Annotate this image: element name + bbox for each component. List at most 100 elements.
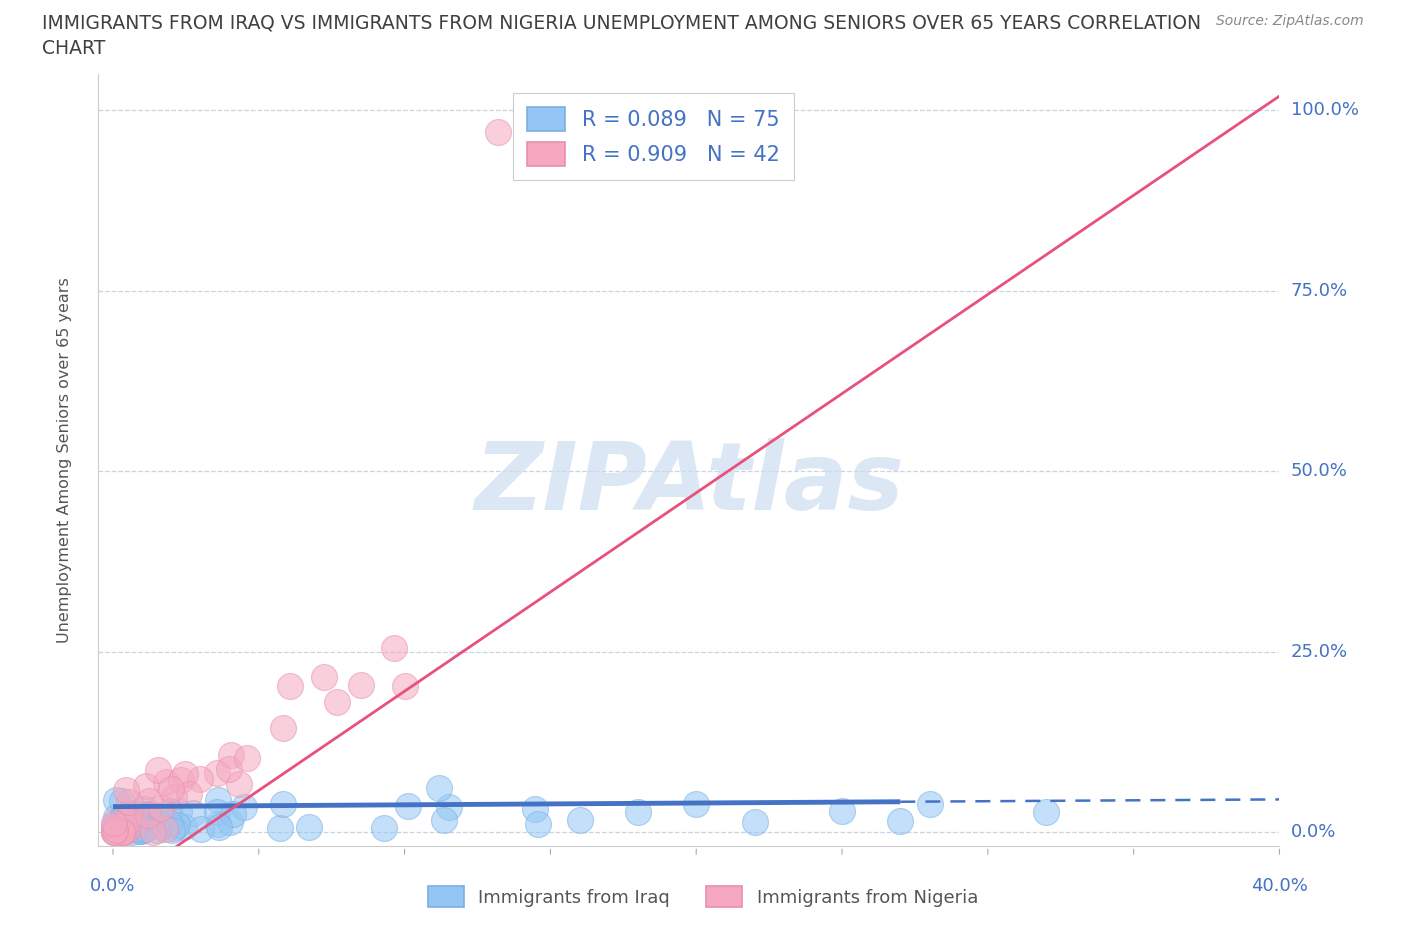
Point [125,814,148,829]
Point [236,751,259,765]
Point [190,772,212,787]
Point [173,819,195,834]
Legend: R = 0.089   N = 75, R = 0.909   N = 42: R = 0.089 N = 75, R = 0.909 N = 42 [513,93,794,180]
Text: IMMIGRANTS FROM IRAQ VS IMMIGRANTS FROM NIGERIA UNEMPLOYMENT AMONG SENIORS OVER : IMMIGRANTS FROM IRAQ VS IMMIGRANTS FROM … [42,14,1201,33]
Point [136,806,159,821]
Point [135,778,157,793]
Point [118,815,141,830]
Point [108,824,131,839]
Point [103,816,125,830]
Point [152,819,174,834]
Point [394,679,416,694]
Point [222,806,245,821]
Point [103,824,125,839]
Y-axis label: Unemployment Among Seniors over 65 years: Unemployment Among Seniors over 65 years [58,277,72,644]
Point [122,819,145,834]
Point [831,804,853,818]
Point [111,824,134,839]
Point [115,805,138,820]
Point [233,799,256,814]
Point [114,824,136,839]
Point [278,679,301,694]
Point [128,823,150,838]
Text: Source: ZipAtlas.com: Source: ZipAtlas.com [1216,14,1364,28]
Point [117,818,139,833]
Point [134,802,156,817]
Point [155,821,177,836]
Point [163,820,186,835]
Point [131,823,153,838]
Point [160,822,183,837]
Text: 50.0%: 50.0% [1291,462,1347,480]
Point [139,810,162,825]
Text: 75.0%: 75.0% [1291,282,1348,299]
Point [523,802,546,817]
Point [114,812,136,827]
Point [918,796,941,811]
Point [122,817,145,831]
Point [122,817,145,832]
Point [314,670,336,684]
Point [205,804,228,819]
Point [103,817,125,832]
Point [125,821,148,836]
Point [131,822,153,837]
Point [219,815,242,830]
Point [433,812,456,827]
Text: 100.0%: 100.0% [1291,101,1358,119]
Point [1035,804,1057,819]
Point [128,809,150,824]
Point [685,797,707,812]
Point [177,787,200,802]
Point [382,641,405,656]
Text: 0.0%: 0.0% [90,877,136,895]
Point [174,767,197,782]
Point [127,813,149,828]
Point [207,793,229,808]
Point [105,810,128,825]
Point [627,804,650,819]
Point [112,811,135,826]
Point [146,763,169,777]
Point [437,799,460,814]
Point [103,824,125,839]
Point [146,822,169,837]
Text: CHART: CHART [42,39,105,58]
Point [163,790,186,804]
Point [157,804,180,818]
Point [527,817,550,831]
Point [117,814,139,829]
Point [160,782,183,797]
Point [134,821,156,836]
Point [155,775,177,790]
Point [142,824,165,839]
Point [104,822,127,837]
Point [112,824,135,839]
Point [104,819,127,834]
Point [115,783,138,798]
Point [132,822,155,837]
Point [429,780,451,795]
Point [181,805,204,820]
Text: 25.0%: 25.0% [1291,643,1348,660]
Point [568,813,591,828]
Point [117,794,139,809]
Point [167,804,190,818]
Point [125,815,148,830]
Point [228,777,250,791]
Point [127,817,149,832]
Point [269,821,291,836]
Point [122,820,145,835]
Point [136,807,159,822]
Point [112,808,135,823]
Point [396,798,419,813]
Point [218,762,240,777]
Text: ZIPAtlas: ZIPAtlas [474,437,904,529]
Legend: Immigrants from Iraq, Immigrants from Nigeria: Immigrants from Iraq, Immigrants from Ni… [419,877,987,916]
Point [297,820,319,835]
Point [121,824,143,839]
Point [166,817,188,832]
Point [744,815,766,830]
Point [150,801,173,816]
Point [103,824,125,839]
